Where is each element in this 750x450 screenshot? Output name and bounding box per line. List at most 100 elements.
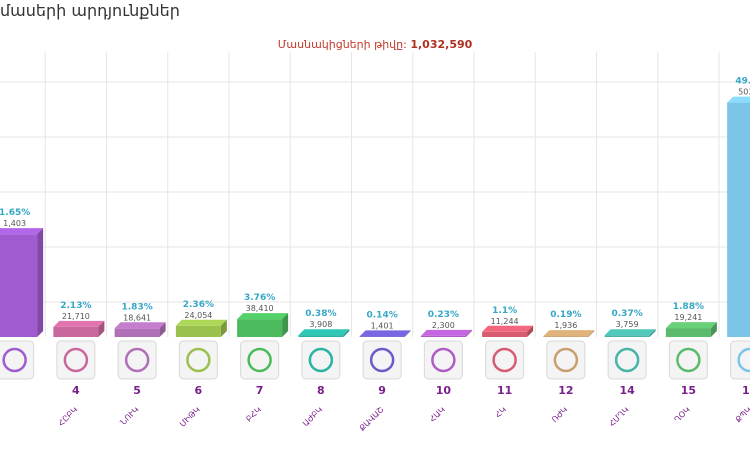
bar-top	[665, 322, 717, 329]
bar-side	[649, 329, 656, 337]
bar-side	[282, 313, 289, 337]
party-number-label: 8	[317, 384, 325, 397]
bar	[53, 326, 99, 337]
party-15-logo-icon-mark	[676, 347, 701, 373]
party-number-label: 11	[497, 384, 512, 397]
bar-votes-label: 3,908	[309, 320, 332, 329]
bar-votes-label: 24,054	[184, 311, 212, 320]
party-abbr-label: ՌԺԿ	[550, 405, 569, 424]
bar	[543, 336, 589, 337]
party-6-logo-icon-mark	[186, 347, 211, 373]
bar-side	[37, 228, 44, 337]
bar-percent-label: 1.1%	[492, 306, 517, 316]
party-9-logo-icon	[362, 340, 402, 380]
party-abbr-label: ԱԺԲԿ	[301, 405, 324, 428]
bar-side	[159, 322, 166, 337]
party-14-logo-icon	[607, 340, 647, 380]
bar-votes-label: 11,244	[491, 317, 519, 326]
bar	[175, 325, 221, 337]
party-abbr-label: ՔԱՎԱՇ	[358, 405, 386, 433]
party-number-label: 4	[72, 384, 80, 397]
chart-grid	[0, 52, 750, 337]
party-7-logo-icon	[240, 340, 280, 380]
bar-top	[420, 329, 472, 336]
bar-top	[53, 320, 105, 327]
party-abbr-label: ՀԿ	[493, 405, 508, 420]
party-1-logo-icon-mark	[2, 347, 27, 373]
bar-top	[604, 329, 656, 336]
chart-data-labels: 1.65%1,403 2.13%21,710 1.83%18,641 2.36%24,…	[0, 77, 750, 331]
party-5-logo-icon	[117, 340, 157, 380]
party-abbr-label: ՂՕԿ	[673, 405, 692, 424]
bar-votes-label: 3,759	[616, 320, 639, 329]
bar-percent-label: 1.65%	[0, 208, 30, 218]
party-number-label: 5	[133, 384, 141, 397]
party-12-logo-icon-mark	[553, 347, 579, 373]
participants-value: 1,032,590	[410, 38, 473, 51]
bar	[604, 335, 650, 337]
party-15-logo-icon	[668, 340, 708, 380]
bar-top	[482, 325, 534, 332]
bar	[420, 335, 466, 337]
party-16-logo-icon	[730, 340, 750, 380]
bar-side	[710, 322, 717, 337]
bar-side	[343, 329, 350, 337]
party-number-label: 15	[681, 384, 696, 397]
party-12-logo-icon	[546, 340, 586, 380]
bar-votes-label: 19,241	[674, 313, 702, 322]
bar	[482, 331, 528, 337]
bar-percent-label: 49.35	[735, 77, 750, 87]
party-1-logo-icon	[0, 340, 35, 380]
bar-percent-label: 0.23%	[428, 310, 459, 320]
bar-side	[465, 329, 472, 337]
party-abbr-label: ՔՊԿ	[734, 405, 750, 424]
bar-percent-label: 2.36%	[183, 300, 214, 310]
bar-side	[588, 330, 595, 337]
bar	[237, 319, 283, 337]
bar-percent-label: 1.83%	[122, 302, 153, 312]
bar-votes-label: 38,410	[246, 304, 274, 313]
bar-top	[237, 313, 289, 320]
party-abbr-label: ՀՄՂԿ	[607, 405, 630, 428]
bar-percent-label: 0.38%	[305, 309, 336, 319]
participants-count: Մասնակիցների թիվը: 1,032,590	[0, 38, 750, 51]
bar	[0, 234, 38, 337]
party-6-logo-icon	[178, 340, 218, 380]
party-4-logo-icon	[56, 340, 96, 380]
party-number-label: 7	[256, 384, 264, 397]
party-4-logo-icon-mark	[63, 347, 89, 373]
chart-bars	[0, 96, 750, 338]
bar-top	[0, 228, 44, 235]
party-10-logo-icon-mark	[431, 347, 456, 373]
bar-top	[175, 319, 227, 326]
participants-label: Մասնակիցների թիվը:	[277, 38, 407, 51]
party-8-logo-icon	[301, 340, 341, 380]
party-11-logo-icon-mark	[492, 347, 517, 373]
party-number-label: 6	[195, 384, 203, 397]
party-abbr-label: ՆՈՒԿ	[119, 405, 141, 427]
party-number-label: 10	[436, 384, 452, 397]
bar-top	[543, 330, 595, 337]
bar-percent-label: 0.19%	[550, 310, 581, 320]
bar-side	[404, 330, 411, 337]
bar-votes-label: 18,641	[123, 313, 151, 322]
bar-percent-label: 0.37%	[612, 309, 643, 319]
chart-x-axis: 4 ՀԸԲԿ 5 ՆՈՒԿ 6 ՄԻԹԿ 7 ԲՀԿ 8 ԱԺԲԿ 9 ՔԱՎԱՇ 10 ՀԱԿ 11 ՀԿ 1…	[0, 340, 750, 433]
bar	[727, 102, 750, 338]
party-number-label: 12	[558, 384, 573, 397]
bar-votes-label: 1,936	[554, 321, 577, 330]
page-title: մասերի արդյունքներ	[0, 1, 180, 20]
party-number-label: 16	[742, 384, 750, 397]
bar-votes-label: 1,401	[371, 321, 394, 330]
bar	[359, 336, 405, 337]
bar	[114, 328, 160, 337]
bar-side	[220, 319, 227, 337]
bar	[665, 328, 711, 337]
party-14-logo-icon-mark	[614, 347, 640, 373]
party-10-logo-icon	[423, 340, 463, 380]
bar-top	[298, 329, 350, 336]
party-9-logo-icon-mark	[369, 347, 395, 373]
bar-votes-label: 503,7	[738, 88, 750, 97]
bar-top	[727, 96, 750, 103]
